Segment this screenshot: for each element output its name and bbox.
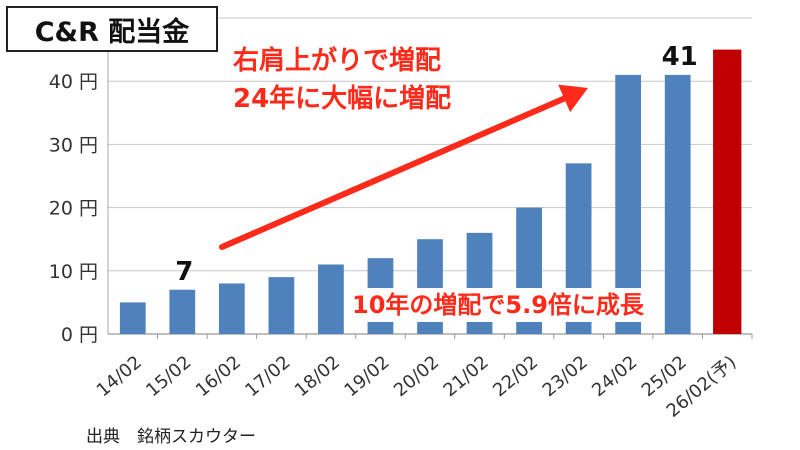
data-label: 7 [175, 257, 193, 287]
x-tick-label: 18/02 [291, 352, 344, 401]
annotation-growth-multiple: 10年の増配で5.9倍に成長 [348, 288, 648, 322]
x-tick-label: 21/02 [440, 352, 493, 401]
annotation-rising: 右肩上がりで増配 [229, 44, 446, 78]
data-label: 41 [662, 42, 698, 72]
x-tick-label: 24/02 [588, 352, 641, 401]
annotation-2024-increase: 24年に大幅に増配 [229, 82, 456, 116]
dividend-bar [268, 277, 295, 334]
forecast-bar [713, 49, 742, 334]
x-tick-label: 14/02 [93, 352, 146, 401]
x-tick-label: 20/02 [390, 352, 443, 401]
dividend-bar [664, 74, 691, 334]
x-tick-label: 15/02 [142, 352, 195, 401]
dividend-bar [119, 302, 146, 334]
dividend-bar [169, 289, 196, 334]
x-tick-label: 16/02 [192, 352, 245, 401]
trend-arrow-line [219, 93, 573, 250]
x-tick-label: 17/02 [241, 352, 294, 401]
x-tick-label: 22/02 [489, 352, 542, 401]
y-tick-label: 20 円 [49, 198, 98, 220]
y-tick-label: 40 円 [49, 71, 98, 93]
dividend-bar [318, 264, 344, 334]
y-tick-label: 30 円 [49, 134, 98, 156]
y-tick-label: 0 円 [61, 324, 98, 346]
dividend-bar [218, 283, 245, 334]
x-tick-label: 19/02 [340, 352, 393, 401]
x-tick-label: 23/02 [539, 352, 592, 401]
chart-title: C&R 配当金 [6, 6, 218, 52]
source-credit: 出典 銘柄スカウター [86, 427, 256, 447]
y-tick-label: 10 円 [49, 261, 98, 283]
trend-arrow-head [558, 84, 588, 113]
